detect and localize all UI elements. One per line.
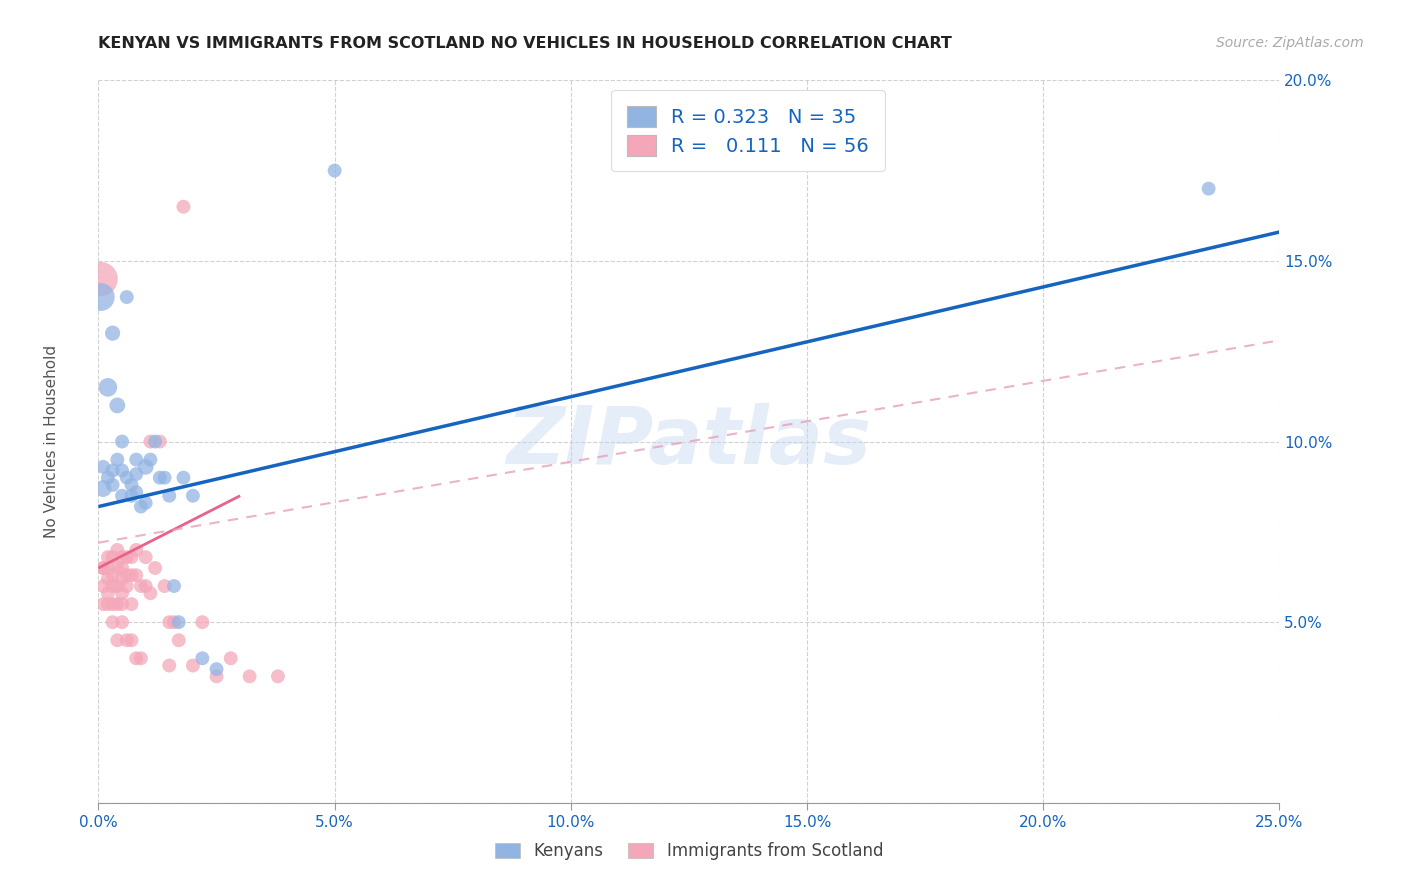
Point: [97, 550, 120, 565]
Point: [157, 658, 180, 673]
Point: [153, 471, 176, 485]
Point: [105, 398, 128, 412]
Point: [149, 471, 172, 485]
Point: [125, 651, 148, 665]
Point: [115, 550, 138, 565]
Text: KENYAN VS IMMIGRANTS FROM SCOTLAND NO VEHICLES IN HOUSEHOLD CORRELATION CHART: KENYAN VS IMMIGRANTS FROM SCOTLAND NO VE…: [98, 36, 952, 51]
Point: [125, 452, 148, 467]
Point: [111, 434, 134, 449]
Point: [111, 597, 134, 611]
Point: [121, 478, 143, 492]
Point: [149, 434, 172, 449]
Point: [111, 586, 134, 600]
Point: [157, 615, 180, 630]
Point: [115, 579, 138, 593]
Point: [91, 561, 114, 575]
Point: [91, 482, 114, 496]
Point: [105, 597, 128, 611]
Legend: Kenyans, Immigrants from Scotland: Kenyans, Immigrants from Scotland: [488, 836, 890, 867]
Point: [205, 662, 228, 676]
Point: [91, 597, 114, 611]
Point: [219, 651, 242, 665]
Text: No Vehicles in Household: No Vehicles in Household: [44, 345, 59, 538]
Point: [139, 434, 162, 449]
Point: [97, 572, 120, 586]
Point: [135, 496, 157, 510]
Point: [167, 615, 190, 630]
Point: [90, 290, 112, 304]
Point: [115, 471, 138, 485]
Point: [105, 542, 128, 557]
Point: [101, 550, 124, 565]
Point: [105, 633, 128, 648]
Point: [111, 572, 134, 586]
Point: [91, 561, 114, 575]
Point: [129, 500, 152, 514]
Point: [97, 380, 120, 394]
Point: [125, 568, 148, 582]
Point: [115, 568, 138, 582]
Point: [181, 489, 204, 503]
Point: [323, 163, 346, 178]
Point: [101, 597, 124, 611]
Point: [91, 579, 114, 593]
Point: [172, 200, 194, 214]
Point: [121, 633, 143, 648]
Point: [105, 561, 128, 575]
Point: [239, 669, 262, 683]
Point: [111, 561, 134, 575]
Point: [101, 326, 124, 340]
Point: [181, 658, 204, 673]
Point: [121, 568, 143, 582]
Point: [191, 651, 214, 665]
Point: [139, 586, 162, 600]
Point: [111, 615, 134, 630]
Point: [97, 586, 120, 600]
Point: [125, 542, 148, 557]
Point: [101, 568, 124, 582]
Point: [91, 459, 114, 474]
Point: [105, 579, 128, 593]
Point: [101, 463, 124, 477]
Point: [143, 561, 166, 575]
Point: [153, 579, 176, 593]
Point: [111, 463, 134, 477]
Point: [121, 597, 143, 611]
Point: [97, 471, 120, 485]
Point: [143, 434, 166, 449]
Point: [121, 489, 143, 503]
Point: [205, 669, 228, 683]
Point: [129, 579, 152, 593]
Point: [115, 290, 138, 304]
Point: [97, 561, 120, 575]
Text: ZIPatlas: ZIPatlas: [506, 402, 872, 481]
Point: [191, 615, 214, 630]
Point: [125, 485, 148, 500]
Point: [135, 579, 157, 593]
Text: Source: ZipAtlas.com: Source: ZipAtlas.com: [1216, 36, 1364, 50]
Point: [90, 272, 112, 286]
Point: [101, 478, 124, 492]
Point: [172, 471, 194, 485]
Point: [115, 633, 138, 648]
Point: [129, 651, 152, 665]
Point: [167, 633, 190, 648]
Point: [111, 489, 134, 503]
Point: [101, 579, 124, 593]
Point: [135, 550, 157, 565]
Point: [135, 459, 157, 474]
Point: [1198, 182, 1220, 196]
Point: [121, 550, 143, 565]
Point: [111, 550, 134, 565]
Point: [139, 452, 162, 467]
Point: [101, 615, 124, 630]
Point: [157, 489, 180, 503]
Point: [163, 615, 186, 630]
Point: [125, 467, 148, 481]
Point: [105, 452, 128, 467]
Point: [163, 579, 186, 593]
Point: [97, 597, 120, 611]
Point: [267, 669, 290, 683]
